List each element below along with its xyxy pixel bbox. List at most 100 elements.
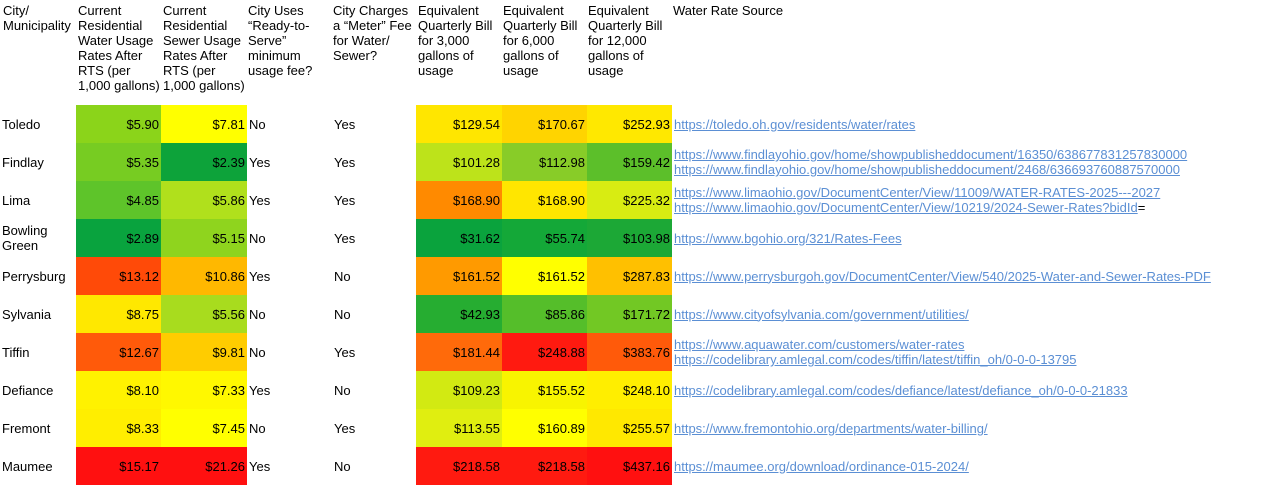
cell-bill-6000: $168.90 [502, 181, 587, 219]
cell-sewer-rate: $9.81 [161, 333, 247, 371]
cell-rts-fee: Yes [249, 268, 271, 284]
cell-bill-3000: $129.54 [416, 105, 502, 143]
source-link-line: https://maumee.org/download/ordinance-01… [674, 459, 969, 474]
cell-meter-fee: Yes [334, 116, 356, 132]
table-row: Findlay $5.35 $2.39 Yes Yes $101.28 $112.98 $15… [0, 143, 1264, 181]
cell-bill-3000: $161.52 [416, 257, 502, 295]
source-link[interactable]: https://www.findlayohio.gov/home/showpub… [674, 147, 1188, 162]
source-link[interactable]: https://www.limaohio.gov/DocumentCenter/… [674, 185, 1161, 200]
cell-bill-6000: $248.88 [502, 333, 587, 371]
source-link-line: https://toledo.oh.gov/residents/water/ra… [674, 117, 915, 132]
source-link-line: https://www.fremontohio.org/departments/… [674, 421, 988, 436]
cell-water-rate: $8.33 [76, 409, 161, 447]
cell-bill-12000: $437.16 [587, 447, 672, 485]
cell-bill-3000: $218.58 [416, 447, 502, 485]
source-link[interactable]: https://toledo.oh.gov/residents/water/ra… [674, 116, 916, 132]
cell-bill-3000: $109.23 [416, 371, 502, 409]
cell-source-links: https://toledo.oh.gov/residents/water/ra… [672, 105, 1262, 143]
cell-bill-12000: $255.57 [587, 409, 672, 447]
cell-source-links: https://www.perrysburgoh.gov/DocumentCen… [672, 257, 1262, 295]
source-link-line: https://www.limaohio.gov/DocumentCenter/… [674, 185, 1160, 200]
cell-source-links: https://www.aquawater.com/customers/wate… [672, 333, 1262, 371]
cell-bill-6000: $55.74 [502, 219, 587, 257]
cell-bill-12000: $225.32 [587, 181, 672, 219]
cell-rts-fee: Yes [249, 458, 271, 474]
source-link-line: https://www.bgohio.org/321/Rates-Fees [674, 231, 902, 246]
cell-bill-12000: $171.72 [587, 295, 672, 333]
source-link-line: https://www.limaohio.gov/DocumentCenter/… [674, 200, 1145, 215]
cell-bill-3000: $168.90 [416, 181, 502, 219]
link-suffix: = [1137, 200, 1146, 215]
cell-source-links: https://maumee.org/download/ordinance-01… [672, 447, 1262, 485]
cell-city: Bowling Green [2, 223, 48, 253]
header-bill-6000: Equivalent Quarterly Bill for 6,000 gall… [503, 3, 578, 78]
header-water-rate: Current Residential Water Usage Rates Af… [78, 3, 160, 93]
cell-bill-12000: $383.76 [587, 333, 672, 371]
source-link[interactable]: https://www.bgohio.org/321/Rates-Fees [674, 230, 902, 246]
cell-bill-12000: $287.83 [587, 257, 672, 295]
cell-sewer-rate: $2.39 [161, 143, 247, 181]
cell-sewer-rate: $7.81 [161, 105, 247, 143]
cell-bill-6000: $170.67 [502, 105, 587, 143]
source-link[interactable]: https://codelibrary.amlegal.com/codes/de… [674, 382, 1128, 398]
table-row: Fremont $8.33 $7.45 No Yes $113.55 $160.89 $255… [0, 409, 1264, 447]
header-source: Water Rate Source [673, 3, 784, 18]
table-row: Tiffin $12.67 $9.81 No Yes $181.44 $248.88 $383… [0, 333, 1264, 371]
header-meter-fee: City Charges a “Meter” Fee for Water/ Se… [333, 3, 412, 63]
source-link-line: https://www.findlayohio.gov/home/showpub… [674, 162, 1180, 177]
cell-water-rate: $5.35 [76, 143, 161, 181]
cell-water-rate: $8.75 [76, 295, 161, 333]
cell-source-links: https://www.limaohio.gov/DocumentCenter/… [672, 181, 1262, 219]
source-link[interactable]: https://www.aquawater.com/customers/wate… [674, 337, 965, 352]
cell-rts-fee: Yes [249, 154, 271, 170]
cell-sewer-rate: $7.33 [161, 371, 247, 409]
cell-bill-12000: $159.42 [587, 143, 672, 181]
cell-water-rate: $12.67 [76, 333, 161, 371]
cell-rts-fee: No [249, 230, 266, 246]
source-link[interactable]: https://maumee.org/download/ordinance-01… [674, 458, 969, 474]
source-link[interactable]: https://www.fremontohio.org/departments/… [674, 420, 988, 436]
cell-meter-fee: Yes [334, 154, 356, 170]
cell-rts-fee: No [249, 306, 266, 322]
source-link-line: https://codelibrary.amlegal.com/codes/de… [674, 383, 1128, 398]
source-link[interactable]: https://www.limaohio.gov/DocumentCenter/… [674, 200, 1138, 215]
cell-rts-fee: Yes [249, 192, 271, 208]
cell-meter-fee: No [334, 382, 351, 398]
cell-city: Toledo [2, 116, 41, 132]
table-row: Toledo $5.90 $7.81 No Yes $129.54 $170.67 $252.… [0, 105, 1264, 143]
cell-sewer-rate: $5.56 [161, 295, 247, 333]
cell-meter-fee: Yes [334, 192, 356, 208]
cell-sewer-rate: $5.86 [161, 181, 247, 219]
header-bill-12000: Equivalent Quarterly Bill for 12,000 gal… [588, 3, 663, 78]
cell-bill-12000: $248.10 [587, 371, 672, 409]
source-link[interactable]: https://codelibrary.amlegal.com/codes/ti… [674, 352, 1077, 367]
cell-source-links: https://www.bgohio.org/321/Rates-Fees [672, 219, 1262, 257]
cell-water-rate: $15.17 [76, 447, 161, 485]
cell-city: Findlay [2, 154, 44, 170]
cell-city: Defiance [2, 382, 54, 398]
source-link[interactable]: https://www.perrysburgoh.gov/DocumentCen… [674, 268, 1211, 284]
table-row: Perrysburg $13.12 $10.86 Yes No $161.52 $161.5… [0, 257, 1264, 295]
cell-city: Perrysburg [2, 268, 66, 284]
source-link[interactable]: https://www.cityofsylvania.com/governmen… [674, 306, 969, 322]
cell-meter-fee: No [334, 306, 351, 322]
table-row: Maumee $15.17 $21.26 Yes No $218.58 $218.58 $43… [0, 447, 1264, 485]
cell-water-rate: $4.85 [76, 181, 161, 219]
table-row: Lima $4.85 $5.86 Yes Yes $168.90 $168.90 $225.3… [0, 181, 1264, 219]
header-rts-fee: City Uses “Ready-to- Serve” minimum usag… [248, 3, 313, 78]
cell-city: Maumee [2, 458, 53, 474]
cell-city: Sylvania [2, 306, 52, 322]
cell-bill-3000: $31.62 [416, 219, 502, 257]
header-sewer-rate: Current Residential Sewer Usage Rates Af… [163, 3, 245, 93]
cell-source-links: https://codelibrary.amlegal.com/codes/de… [672, 371, 1262, 409]
cell-rts-fee: No [249, 420, 266, 436]
table-row: Defiance $8.10 $7.33 Yes No $109.23 $155.52 $24… [0, 371, 1264, 409]
cell-rts-fee: No [249, 344, 266, 360]
table-row: Sylvania $8.75 $5.56 No No $42.93 $85.86 $171.7… [0, 295, 1264, 333]
cell-rts-fee: Yes [249, 382, 271, 398]
cell-bill-6000: $218.58 [502, 447, 587, 485]
cell-water-rate: $8.10 [76, 371, 161, 409]
cell-bill-3000: $101.28 [416, 143, 502, 181]
source-link[interactable]: https://www.findlayohio.gov/home/showpub… [674, 162, 1180, 177]
cell-rts-fee: No [249, 116, 266, 132]
